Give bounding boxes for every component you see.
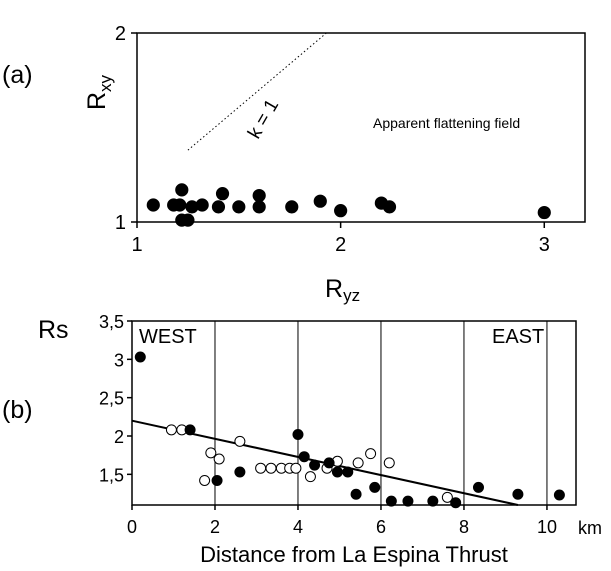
panel-b-point-filled bbox=[450, 497, 462, 509]
panel-a-point bbox=[382, 200, 397, 214]
panel-a-x-tick-label: 2 bbox=[335, 234, 346, 256]
panel-b-point-filled bbox=[323, 457, 335, 469]
panel-b-y-axis-label: Rs bbox=[38, 316, 69, 344]
panel-b-point-filled bbox=[298, 451, 310, 463]
panel-a-frame bbox=[136, 32, 586, 223]
panel-a-y-axis-label: Rxy bbox=[83, 74, 115, 110]
panel-b-point-filled bbox=[211, 474, 223, 486]
panel-b-point-filled bbox=[402, 495, 414, 507]
panel-b-vertical-gridlines bbox=[214, 321, 548, 505]
panel-a-x-axis-label-sub: yz bbox=[343, 286, 360, 305]
panel-b-y-tick-label: 1,5 bbox=[99, 465, 124, 485]
panel-b-x-tick-label: 6 bbox=[376, 517, 386, 537]
panel-a: 1 2 3 1 2 k = 1 Apparent flattening field (a… bbox=[2, 23, 586, 305]
panel-a-point bbox=[232, 200, 246, 214]
panel-b-point-filled bbox=[385, 495, 397, 507]
panel-a-y-axis-label-main: R bbox=[83, 92, 111, 110]
panel-a-point bbox=[175, 183, 189, 197]
panel-b-point-filled bbox=[234, 466, 246, 478]
panel-b-y-tick-label: 2 bbox=[114, 427, 124, 447]
panel-a-x-tick-label: 1 bbox=[131, 234, 142, 256]
panel-b-x-tick-label: 0 bbox=[127, 517, 137, 537]
panel-b-region-east: EAST bbox=[492, 326, 544, 348]
panel-b-point-filled bbox=[472, 481, 484, 493]
panel-a-point bbox=[313, 194, 327, 208]
panel-b-point-open bbox=[304, 471, 316, 483]
panel-a-point bbox=[211, 200, 226, 214]
panel-b-y-tick-label: 2,5 bbox=[99, 389, 124, 409]
panel-b-point-filled bbox=[350, 488, 362, 500]
panel-b-point-filled bbox=[134, 351, 146, 363]
panel-b-point-open bbox=[383, 457, 395, 469]
panel-b-point-open bbox=[165, 424, 177, 436]
panel-b-point-filled bbox=[184, 424, 196, 436]
panel-b-point-filled bbox=[292, 428, 304, 440]
panel-b-region-west: WEST bbox=[139, 326, 197, 348]
panel-a-point bbox=[285, 200, 299, 214]
panel-a-point bbox=[195, 198, 209, 212]
panel-b-x-tick-label: 2 bbox=[210, 517, 220, 537]
panel-b-point-open bbox=[352, 457, 364, 469]
panel-b-point-filled bbox=[369, 481, 381, 493]
panel-a-x-axis-label: Ryz bbox=[325, 275, 360, 305]
panel-a-points bbox=[146, 183, 551, 227]
panel-b-point-open bbox=[234, 435, 246, 447]
panel-b-point-open bbox=[255, 462, 267, 474]
panel-b-point-open bbox=[199, 474, 211, 486]
panel-b-x-unit: km bbox=[578, 518, 602, 538]
panel-b-point-filled bbox=[309, 459, 321, 471]
panel-a-point bbox=[334, 204, 348, 218]
panel-b-x-axis-label: Distance from La Espina Thrust bbox=[200, 542, 508, 567]
panel-b-x-tick-label: 8 bbox=[459, 517, 469, 537]
panel-a-point bbox=[252, 200, 266, 214]
panel-a-point bbox=[173, 198, 187, 212]
panel-a-y-axis-label-sub: xy bbox=[96, 74, 115, 92]
panel-b-point-filled bbox=[342, 466, 354, 478]
panel-b-y-tick-label: 3 bbox=[114, 350, 124, 370]
panel-a-annotation: Apparent flattening field bbox=[373, 115, 520, 131]
panel-a-ticks: 1 2 3 1 2 bbox=[115, 23, 550, 256]
panel-b-ticks: 0 2 4 6 8 10 1,5 2 2,5 3 3,5 bbox=[99, 312, 557, 537]
panel-b-point-filled bbox=[331, 466, 343, 478]
panel-b-y-tick-label: 3,5 bbox=[99, 312, 124, 332]
panel-b: 0 2 4 6 8 10 1,5 2 2,5 3 3,5 WEST EAST (b) Rs km D… bbox=[2, 312, 602, 567]
panel-b-points bbox=[134, 351, 565, 509]
panel-a-point bbox=[252, 188, 266, 203]
panel-b-x-tick-label: 4 bbox=[293, 517, 303, 537]
panel-a-x-tick-label: 3 bbox=[539, 234, 550, 256]
panel-a-point bbox=[537, 205, 551, 220]
panel-b-point-open bbox=[205, 447, 217, 459]
panel-b-point-open bbox=[213, 453, 225, 465]
panel-b-point-open bbox=[265, 462, 277, 474]
panel-b-point-open bbox=[365, 448, 377, 460]
panel-b-x-tick-label: 10 bbox=[537, 517, 557, 537]
panel-a-point bbox=[215, 187, 230, 201]
panel-a-k1-label: k = 1 bbox=[244, 96, 283, 143]
panel-b-point-open bbox=[290, 462, 302, 474]
panel-b-frame bbox=[131, 320, 577, 506]
panel-a-point bbox=[146, 198, 160, 212]
panel-a-x-axis-label-main: R bbox=[325, 275, 343, 303]
panel-a-point bbox=[181, 213, 195, 227]
panel-a-label: (a) bbox=[2, 61, 33, 89]
panel-a-y-tick-label: 1 bbox=[115, 212, 126, 234]
panel-b-point-filled bbox=[427, 495, 439, 507]
panel-a-y-tick-label: 2 bbox=[115, 23, 126, 45]
panel-b-label: (b) bbox=[2, 396, 33, 424]
panel-b-point-open bbox=[441, 491, 453, 503]
panel-b-point-filled bbox=[553, 489, 565, 501]
panel-b-point-filled bbox=[512, 488, 524, 500]
